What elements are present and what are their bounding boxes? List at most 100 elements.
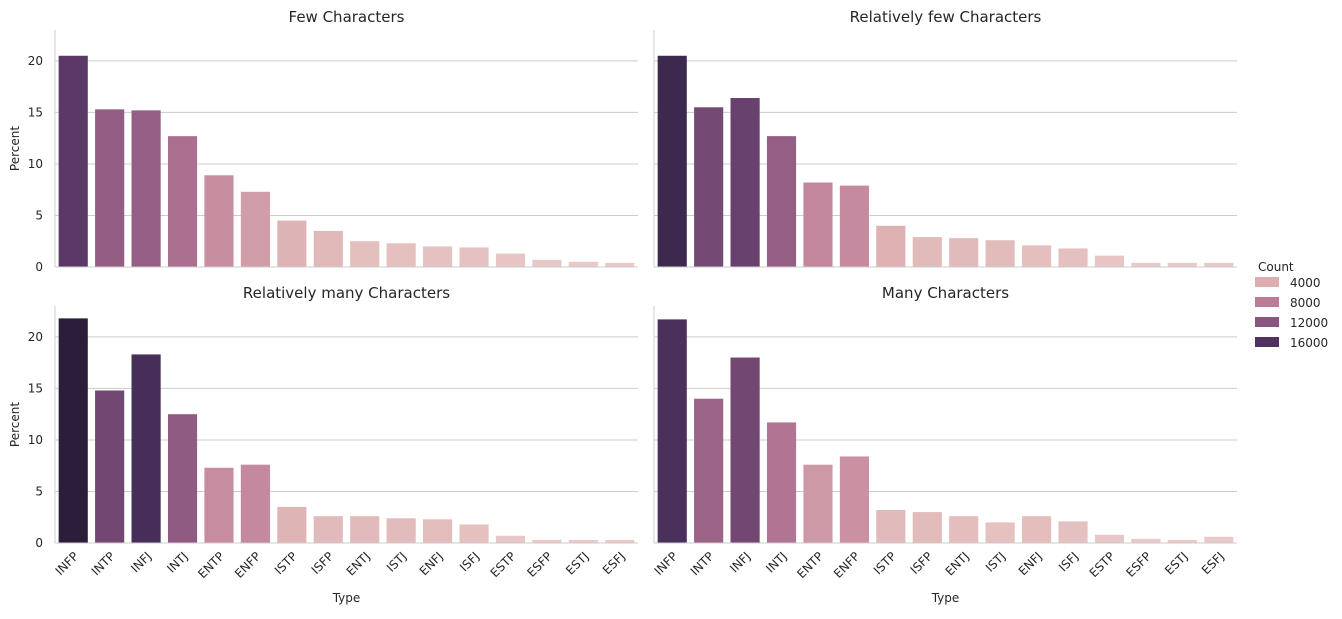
bar-istj [386, 243, 416, 267]
panel-title: Many Characters [882, 284, 1009, 302]
bar-estj [1167, 539, 1197, 543]
x-tick-label: ESFJ [600, 549, 628, 577]
bar-entj [949, 238, 979, 267]
bar-enfj [423, 519, 453, 543]
bar-isfp [313, 516, 343, 543]
bar-istj [985, 240, 1015, 267]
x-tick-label: ENTP [195, 549, 227, 581]
legend-label: 8000 [1290, 296, 1321, 310]
bar-istp [277, 220, 307, 267]
bar-entp [803, 464, 833, 543]
x-axis-label: Type [931, 591, 960, 605]
bar-esfj [605, 539, 635, 543]
x-tick-label: ESTP [1087, 549, 1118, 580]
x-tick-label: ENFJ [417, 549, 446, 578]
y-tick-label: 20 [28, 330, 43, 344]
y-tick-label: 0 [35, 260, 43, 274]
x-tick-label: ESTJ [563, 549, 591, 577]
bar-estp [495, 253, 526, 267]
legend-label: 16000 [1290, 336, 1328, 350]
bar-esfj [1204, 262, 1234, 267]
y-tick-label: 5 [35, 484, 43, 498]
bar-intp [694, 107, 724, 267]
bar-isfj [1058, 248, 1088, 267]
y-axis-label: Percent [8, 402, 22, 447]
bar-infj [730, 357, 760, 543]
bar-estp [1094, 534, 1125, 543]
bar-estj [568, 539, 598, 543]
x-tick-label: INFJ [128, 549, 154, 575]
x-tick-label: INFP [53, 549, 82, 578]
bar-estp [1094, 255, 1125, 267]
bar-istj [386, 518, 416, 543]
legend-swatch [1255, 297, 1279, 307]
panel-title: Relatively many Characters [243, 284, 450, 302]
bar-isfj [1058, 521, 1088, 543]
bar-esfp [1131, 538, 1161, 543]
bar-entj [949, 516, 979, 543]
bar-esfp [532, 259, 562, 267]
x-tick-label: INTP [688, 549, 717, 578]
bar-intj [167, 136, 198, 267]
legend-title: Count [1258, 260, 1294, 274]
bar-entj [350, 516, 380, 543]
bar-intp [694, 398, 724, 543]
bar-infp [58, 318, 88, 543]
bar-esfp [1131, 262, 1161, 267]
x-tick-label: INTP [89, 549, 118, 578]
x-tick-label: ENTJ [344, 549, 373, 578]
x-tick-label: ESFP [1123, 549, 1154, 580]
bar-infp [657, 319, 687, 543]
x-tick-label: ENFP [232, 549, 264, 581]
y-tick-label: 10 [28, 433, 43, 447]
legend-swatch [1255, 337, 1279, 347]
x-tick-label: INTJ [164, 549, 190, 575]
bar-estj [1167, 262, 1197, 267]
y-tick-label: 15 [28, 105, 43, 119]
x-tick-label: INFP [652, 549, 681, 578]
x-tick-label: ESTJ [1162, 549, 1190, 577]
bar-intp [95, 109, 125, 267]
bar-enfp [240, 191, 270, 267]
bar-isfp [912, 237, 942, 267]
x-tick-label: ISFP [908, 549, 936, 577]
bar-enfp [839, 185, 869, 267]
bar-isfp [912, 512, 942, 543]
bar-entp [204, 175, 234, 267]
x-tick-label: ISTP [272, 549, 300, 577]
bar-intj [766, 422, 797, 543]
bar-infp [657, 55, 687, 268]
y-tick-label: 20 [28, 54, 43, 68]
x-tick-label: INFJ [727, 549, 753, 575]
bar-enfj [1022, 516, 1052, 543]
bar-enfp [240, 464, 270, 543]
bar-esfj [1204, 536, 1234, 543]
x-tick-label: ISFJ [1056, 549, 1081, 574]
bar-istp [876, 510, 906, 543]
bar-enfj [1022, 245, 1052, 267]
bar-esfj [605, 262, 635, 267]
bar-intp [95, 390, 125, 543]
bar-infp [58, 55, 88, 268]
y-tick-label: 15 [28, 381, 43, 395]
bar-entj [350, 241, 380, 267]
x-tick-label: ISTJ [384, 549, 409, 574]
bar-intj [167, 414, 198, 543]
bar-enfj [423, 246, 453, 267]
bar-estj [568, 261, 598, 267]
legend-label: 12000 [1290, 316, 1328, 330]
x-axis-label: Type [332, 591, 361, 605]
x-tick-label: ENTP [794, 549, 826, 581]
panel-title: Relatively few Characters [850, 8, 1042, 26]
y-tick-label: 5 [35, 208, 43, 222]
x-tick-label: INTJ [763, 549, 789, 575]
panel-title: Few Characters [289, 8, 405, 26]
bar-isfj [459, 247, 489, 267]
legend-label: 4000 [1290, 276, 1321, 290]
bar-infj [131, 354, 161, 543]
bar-esfp [532, 539, 562, 543]
x-tick-label: ISFP [309, 549, 337, 577]
bar-istp [876, 225, 906, 267]
